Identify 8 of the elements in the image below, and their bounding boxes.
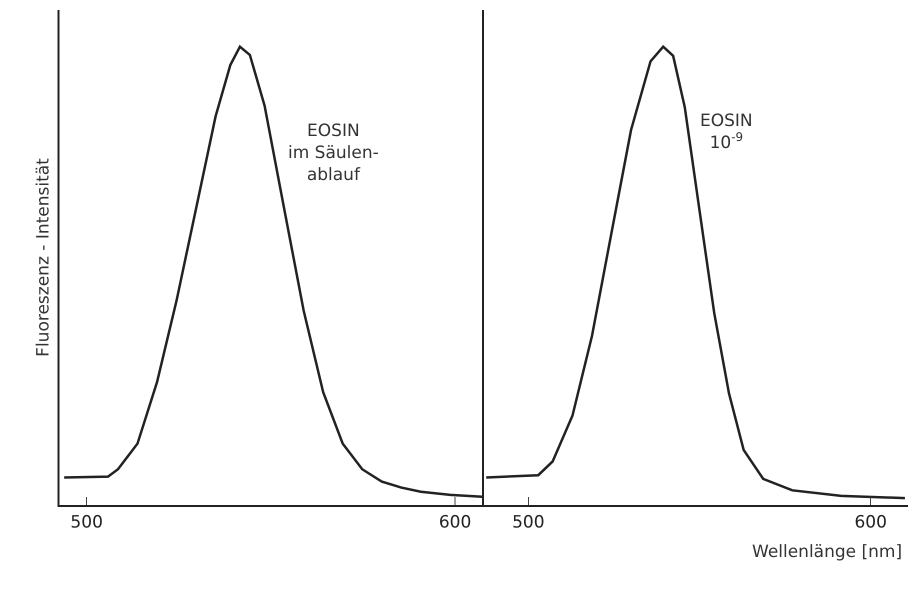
x-tick-label: 500	[70, 512, 103, 532]
x-tick-label: 600	[438, 512, 472, 532]
x-tick-label: 500	[512, 512, 545, 532]
y-axis-title: Fluoreszenz - Intensität	[33, 158, 54, 357]
x-axis-title: Wellenlänge [nm]	[752, 542, 902, 562]
annotation: EOSIN 10$^{-9}$	[700, 111, 753, 154]
x-tick-label: 600	[854, 512, 887, 532]
annotation: EOSIN im Säulen- ablauf	[288, 121, 379, 186]
